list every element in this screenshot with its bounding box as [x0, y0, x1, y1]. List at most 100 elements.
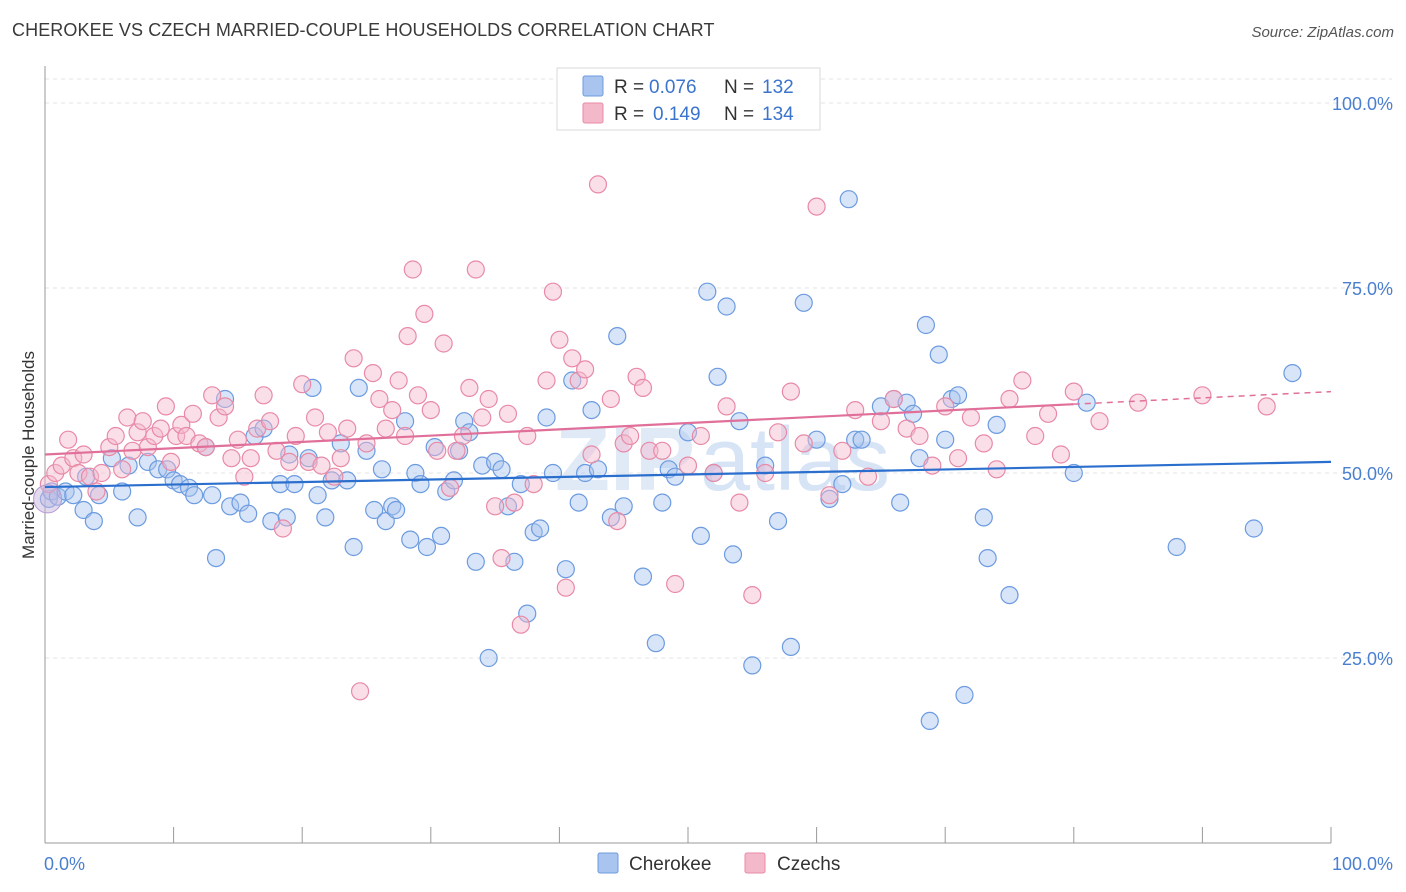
legend-bottom-cherokee-label: Cherokee	[629, 854, 711, 875]
chart-title: CHEROKEE VS CZECH MARRIED-COUPLE HOUSEHO…	[12, 20, 715, 40]
czechs-point	[794, 434, 813, 453]
cherokee-point	[128, 508, 147, 527]
czechs-point	[479, 389, 498, 409]
czechs-point	[398, 327, 417, 346]
czechs-point	[627, 367, 646, 386]
watermark-atlas: atlas	[700, 410, 890, 510]
cherokee-point	[987, 415, 1006, 434]
czechs-point	[492, 548, 511, 568]
czechs-point	[807, 197, 826, 216]
cherokee-point	[1077, 393, 1096, 412]
czechs-point	[1064, 382, 1083, 401]
czechs-point	[209, 408, 228, 427]
czechs-trend-line	[44, 403, 1074, 456]
cherokee-point	[537, 408, 556, 427]
czechs-point	[69, 463, 88, 483]
cherokee-point	[271, 475, 290, 494]
czechs-point	[556, 578, 575, 597]
czechs-point	[92, 463, 111, 483]
cherokee-point	[768, 511, 788, 531]
x-tick-label-1: 100.0%	[1332, 854, 1393, 874]
czechs-point	[363, 364, 383, 383]
legend-n-value-1: 132	[762, 77, 794, 98]
y-axis-title: Married-couple Households	[19, 351, 38, 559]
czechs-point	[653, 441, 672, 460]
czechs-point	[691, 426, 710, 446]
legend-r-value-1: 0.076	[649, 77, 697, 98]
cherokee-point	[221, 497, 240, 516]
cherokee-point	[920, 711, 939, 731]
czechs-point	[466, 260, 485, 279]
cherokee-point	[1167, 537, 1186, 557]
czechs-point	[582, 445, 601, 464]
cherokee-point	[203, 486, 222, 505]
legend-n-label-1: N =	[724, 77, 754, 98]
czechs-point	[145, 426, 164, 446]
czechs-point	[884, 389, 903, 409]
czechs-point	[614, 434, 633, 453]
czechs-point	[215, 397, 235, 416]
czechs-point	[312, 456, 331, 475]
cherokee-point	[698, 282, 717, 301]
y-tick-label-1: 50.0%	[1342, 464, 1393, 484]
czechs-point	[833, 441, 852, 460]
legend-bottom-czechs-swatch	[744, 852, 766, 874]
czechs-point	[453, 426, 473, 446]
czechs-point	[730, 493, 749, 512]
czechs-point	[498, 404, 518, 423]
czechs-point	[280, 452, 299, 471]
cherokee-point	[411, 475, 430, 494]
czechs-point	[87, 482, 106, 501]
czechs-point	[588, 175, 608, 194]
czechs-trend-line-extension	[1073, 390, 1332, 405]
czechs-point	[974, 434, 993, 453]
czechs-point	[543, 282, 563, 301]
czechs-point	[1000, 389, 1019, 409]
cherokee-point	[372, 460, 392, 479]
cherokee-point	[431, 526, 451, 546]
y-tick-label-2: 75.0%	[1342, 279, 1393, 299]
cherokee-point	[395, 412, 415, 431]
cherokee-point	[556, 560, 575, 579]
czechs-point	[305, 408, 325, 427]
legend-top: R = 0.076 N = 132 R = 0.149 N = 134	[556, 67, 821, 131]
czechs-point	[1193, 386, 1212, 405]
cherokee-point	[974, 508, 993, 527]
cherokee-point	[563, 371, 582, 390]
czechs-point	[1013, 371, 1032, 390]
czechs-point	[601, 389, 620, 409]
cherokee-point	[1244, 519, 1263, 538]
cherokee-point	[1000, 585, 1019, 605]
czechs-point	[768, 423, 788, 442]
czechs-point	[640, 441, 659, 460]
czechs-point	[633, 378, 653, 397]
cherokee-point	[633, 567, 653, 586]
czechs-point	[403, 260, 422, 279]
cherokee-point	[344, 537, 363, 557]
cherokee-point	[569, 493, 588, 512]
cherokee-point	[929, 345, 948, 364]
legend-czechs-swatch	[582, 102, 604, 124]
czechs-point	[717, 397, 736, 416]
cherokee-point	[955, 685, 974, 705]
cherokee-point	[102, 449, 121, 468]
czechs-point	[331, 449, 350, 468]
cherokee-point	[852, 430, 871, 449]
czechs-point	[1038, 404, 1058, 423]
czechs-point	[743, 585, 762, 605]
czechs-point	[151, 419, 170, 438]
czechs-point	[781, 382, 800, 401]
cherokee-point	[916, 315, 936, 335]
cherokee-point	[717, 297, 736, 316]
overlap-point	[33, 484, 63, 514]
y-tick-label-3: 100.0%	[1332, 94, 1393, 114]
czechs-point	[370, 389, 389, 409]
czechs-point	[858, 467, 878, 486]
legend-r-label-1: R =	[614, 77, 644, 98]
czechs-point	[948, 449, 968, 468]
czechs-point	[241, 449, 260, 468]
czechs-point	[569, 371, 588, 390]
cherokee-point	[386, 500, 406, 520]
cherokee-point	[239, 504, 258, 523]
